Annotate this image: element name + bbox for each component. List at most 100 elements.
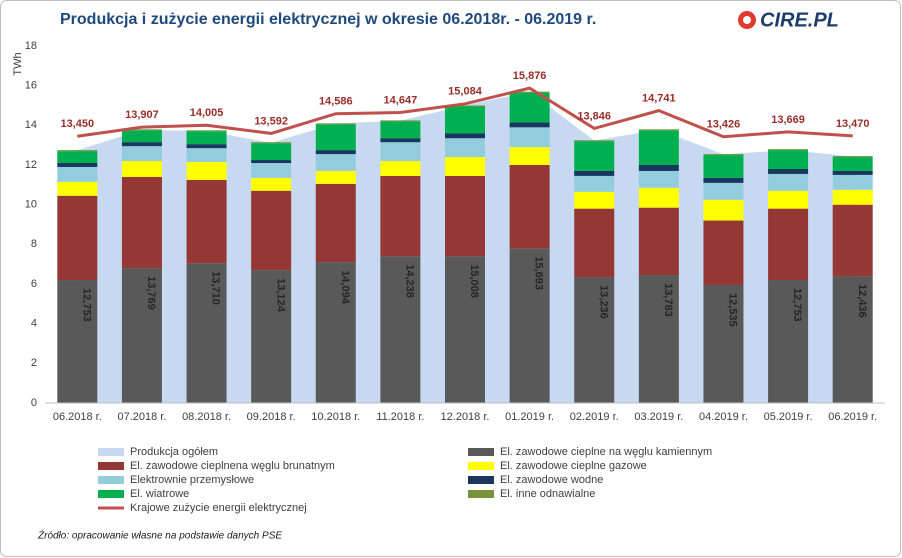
bar-value-label: 15,008 (468, 264, 480, 298)
bar-segment (509, 91, 550, 93)
y-tick-label: 16 (25, 80, 37, 92)
bar-value-label: 13,236 (597, 285, 609, 319)
bar-segment (121, 268, 162, 403)
bar-segment (574, 175, 615, 192)
legend-label: El. zawodowe cieplnena węglu brunatnym (130, 460, 335, 472)
bar-segment (445, 256, 485, 403)
bar-segment (768, 190, 809, 209)
bar-segment (703, 199, 744, 221)
legend-label: Krajowe zużycie energii elektrycznej (130, 502, 307, 514)
bar-segment (703, 220, 744, 285)
bar-segment (638, 170, 679, 188)
bar-segment (121, 176, 162, 269)
bar-segment (57, 181, 98, 196)
bar-value-label: 15,693 (533, 256, 545, 290)
bar-value-label: 13,124 (274, 278, 286, 313)
line-value-label: 14,647 (384, 94, 418, 106)
bar-segment (57, 151, 98, 164)
bar-segment (445, 138, 485, 158)
bar-value-label: 13,710 (210, 271, 222, 305)
line-value-label: 15,876 (513, 70, 547, 82)
legend-symbol (98, 448, 124, 456)
bar-segment (445, 133, 485, 139)
bar-segment (251, 177, 292, 191)
bar-segment (703, 155, 744, 178)
bar-segment (57, 163, 98, 167)
bar-segment (380, 138, 421, 143)
bar-segment (445, 157, 485, 176)
line-value-label: 13,669 (771, 114, 805, 126)
legend-symbol (98, 490, 124, 498)
bar-segment (574, 140, 615, 142)
bar-segment (638, 275, 679, 403)
bar-segment (768, 150, 809, 169)
bar-segment (832, 156, 873, 158)
legend-label: Elektrownie przemysłowe (130, 474, 254, 486)
legend-label: El. inne odnawialne (500, 488, 595, 500)
bar-segment (768, 168, 809, 174)
legend-symbol (468, 462, 494, 470)
legend-symbol (98, 462, 124, 470)
logo-text: CIRE.PL (760, 9, 839, 31)
bar-segment (832, 157, 873, 171)
bar-segment (186, 130, 227, 132)
bar-segment (315, 124, 356, 151)
bar-segment (380, 142, 421, 162)
line-value-label: 13,846 (577, 110, 611, 122)
y-tick-label: 14 (25, 119, 37, 131)
line-value-label: 13,450 (60, 118, 94, 130)
x-tick-label: 06.2019 r. (828, 411, 877, 423)
bar-segment (315, 262, 356, 403)
legend-symbol (468, 448, 494, 456)
x-tick-label: 11.2018 r. (376, 411, 424, 423)
x-tick-label: 04.2019 r. (699, 411, 748, 423)
bar-segment (186, 144, 227, 149)
bar-segment (315, 150, 356, 155)
bar-segment (57, 280, 98, 403)
y-tick-label: 6 (31, 278, 37, 290)
legend-label: El. zawodowe cieplne na węglu kamiennym (500, 446, 712, 458)
bar-segment (57, 166, 98, 182)
y-tick-label: 2 (31, 357, 37, 369)
bar-segment (768, 280, 809, 403)
bar-segment (832, 174, 873, 190)
bar-segment (121, 161, 162, 177)
x-tick-label: 01.2019 r. (505, 411, 554, 423)
chart-title: Produkcja i zużycie energii elektrycznej… (60, 11, 596, 28)
logo-icon-inner (743, 16, 751, 24)
x-tick-label: 03.2019 r. (634, 411, 683, 423)
bar-segment (251, 270, 292, 403)
y-tick-label: 8 (31, 238, 37, 250)
bar-segment (315, 123, 356, 125)
logo: CIRE.PL (738, 9, 839, 31)
bar-segment (509, 122, 550, 128)
bar-value-label: 13,783 (662, 283, 674, 317)
bar-value-label: 12,753 (791, 288, 803, 322)
bar-segment (380, 256, 421, 403)
line-value-label: 14,586 (319, 96, 353, 108)
bar-segment (251, 163, 292, 178)
legend-label: El. zawodowe cieplne gazowe (500, 460, 647, 472)
y-tick-label: 0 (31, 397, 37, 409)
legend-label: El. zawodowe wodne (500, 474, 603, 486)
bar-segment (121, 130, 162, 143)
bar-value-label: 14,094 (339, 270, 351, 305)
bar-segment (703, 154, 744, 156)
y-tick-label: 18 (25, 40, 37, 52)
legend-label: El. wiatrowe (130, 488, 189, 500)
bar-segment (574, 170, 615, 176)
legend-symbol (468, 476, 494, 484)
source: Źródło: opracowanie własne na podstawie … (37, 529, 282, 542)
bar-segment (121, 146, 162, 162)
y-tick-label: 4 (31, 318, 37, 330)
bar-segment (251, 160, 292, 164)
legend-symbol (468, 490, 494, 498)
line-value-label: 13,470 (836, 118, 870, 130)
bar-segment (121, 129, 162, 131)
bar-segment (380, 175, 421, 257)
x-tick-label: 09.2018 r. (247, 411, 296, 423)
bar-segment (509, 127, 550, 148)
bar-segment (574, 208, 615, 278)
line-value-label: 14,005 (190, 107, 224, 119)
bar-segment (832, 170, 873, 175)
